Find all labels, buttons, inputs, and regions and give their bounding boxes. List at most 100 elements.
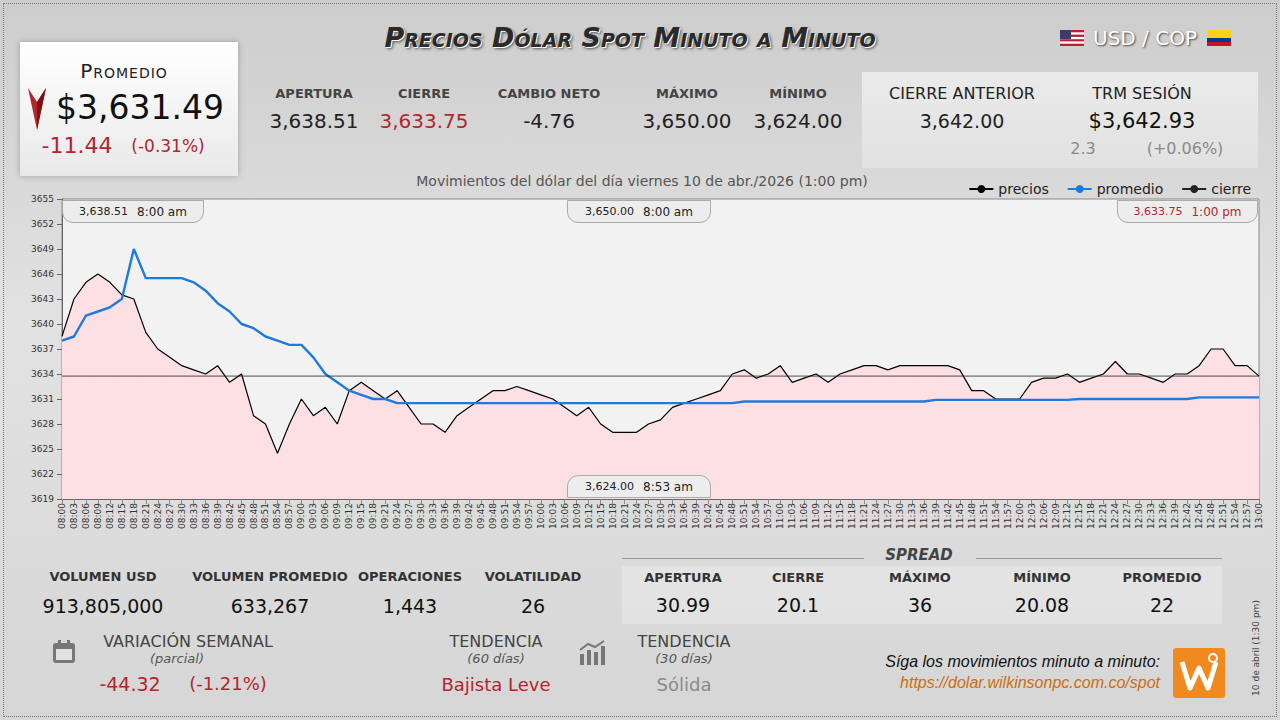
svg-text:09:24: 09:24 xyxy=(392,503,402,529)
svg-text:11:27: 11:27 xyxy=(883,503,893,529)
svg-text:13:00: 13:00 xyxy=(1254,503,1264,529)
svg-text:09:48: 09:48 xyxy=(488,503,498,529)
svg-text:12:24: 12:24 xyxy=(1110,503,1120,529)
svg-text:08:06: 08:06 xyxy=(81,503,91,529)
svg-text:12:27: 12:27 xyxy=(1122,503,1132,529)
svg-text:11:48: 11:48 xyxy=(967,503,977,529)
svg-text:3652: 3652 xyxy=(31,219,54,229)
svg-text:09:39: 09:39 xyxy=(452,503,462,529)
svg-text:12:42: 12:42 xyxy=(1182,503,1192,529)
svg-text:11:33: 11:33 xyxy=(907,503,917,529)
svg-text:10:39: 10:39 xyxy=(691,503,701,529)
svg-text:09:09: 09:09 xyxy=(332,503,342,529)
svg-text:08:30: 08:30 xyxy=(177,503,187,529)
svg-text:12:12: 12:12 xyxy=(1062,503,1072,529)
svg-text:08:15: 08:15 xyxy=(117,503,127,529)
svg-text:09:21: 09:21 xyxy=(380,503,390,529)
svg-text:promedio: promedio xyxy=(1097,181,1164,197)
svg-text:3628: 3628 xyxy=(31,419,54,429)
svg-text:08:24: 08:24 xyxy=(153,503,163,529)
svg-text:3631: 3631 xyxy=(31,394,54,404)
svg-text:12:39: 12:39 xyxy=(1170,503,1180,529)
svg-text:3622: 3622 xyxy=(31,469,54,479)
svg-text:09:57: 09:57 xyxy=(524,503,534,529)
svg-text:09:33: 09:33 xyxy=(428,503,438,529)
svg-text:08:00: 08:00 xyxy=(57,503,67,529)
svg-text:10:36: 10:36 xyxy=(679,503,689,529)
svg-text:12:30: 12:30 xyxy=(1134,503,1144,529)
svg-text:10:12: 10:12 xyxy=(584,503,594,529)
svg-text:12:48: 12:48 xyxy=(1206,503,1216,529)
svg-text:10:57: 10:57 xyxy=(763,503,773,529)
svg-text:09:45: 09:45 xyxy=(476,503,486,529)
svg-text:08:51: 08:51 xyxy=(260,503,270,529)
svg-text:09:00: 09:00 xyxy=(296,503,306,529)
svg-text:09:15: 09:15 xyxy=(356,503,366,529)
svg-text:3625: 3625 xyxy=(31,444,54,454)
svg-text:11:45: 11:45 xyxy=(955,503,965,529)
svg-text:11:15: 11:15 xyxy=(835,503,845,529)
svg-text:12:33: 12:33 xyxy=(1146,503,1156,529)
svg-text:12:36: 12:36 xyxy=(1158,503,1168,529)
svg-text:11:12: 11:12 xyxy=(823,503,833,529)
svg-text:3619: 3619 xyxy=(31,494,54,504)
svg-text:11:30: 11:30 xyxy=(895,503,905,529)
svg-text:10:03: 10:03 xyxy=(548,503,558,529)
svg-text:12:09: 12:09 xyxy=(1051,503,1061,529)
svg-text:08:33: 08:33 xyxy=(189,503,199,529)
svg-text:11:09: 11:09 xyxy=(811,503,821,529)
svg-text:10:45: 10:45 xyxy=(715,503,725,529)
svg-text:3649: 3649 xyxy=(31,244,54,254)
svg-text:10:00: 10:00 xyxy=(536,503,546,529)
svg-text:3655: 3655 xyxy=(31,194,54,204)
svg-text:12:54: 12:54 xyxy=(1230,503,1240,529)
svg-text:11:57: 11:57 xyxy=(1003,503,1013,529)
svg-text:11:54: 11:54 xyxy=(991,503,1001,529)
svg-text:12:03: 12:03 xyxy=(1027,503,1037,529)
svg-text:09:03: 09:03 xyxy=(308,503,318,529)
svg-text:09:30: 09:30 xyxy=(416,503,426,529)
svg-text:3637: 3637 xyxy=(31,344,54,354)
svg-text:cierre: cierre xyxy=(1211,181,1251,197)
svg-text:3643: 3643 xyxy=(31,294,54,304)
svg-text:11:42: 11:42 xyxy=(943,503,953,529)
svg-text:11:00: 11:00 xyxy=(775,503,785,529)
svg-text:11:51: 11:51 xyxy=(979,503,989,529)
svg-text:11:18: 11:18 xyxy=(847,503,857,529)
svg-text:09:42: 09:42 xyxy=(464,503,474,529)
svg-text:08:57: 08:57 xyxy=(284,503,294,529)
svg-text:10:15: 10:15 xyxy=(596,503,606,529)
svg-text:3646: 3646 xyxy=(31,269,54,279)
svg-text:09:06: 09:06 xyxy=(320,503,330,529)
svg-text:12:21: 12:21 xyxy=(1098,503,1108,529)
svg-text:11:06: 11:06 xyxy=(799,503,809,529)
svg-text:08:45: 08:45 xyxy=(237,503,247,529)
svg-text:08:27: 08:27 xyxy=(165,503,175,529)
svg-text:10:09: 10:09 xyxy=(572,503,582,529)
svg-text:12:57: 12:57 xyxy=(1242,503,1252,529)
svg-text:09:18: 09:18 xyxy=(368,503,378,529)
svg-text:11:39: 11:39 xyxy=(931,503,941,529)
svg-text:08:39: 08:39 xyxy=(213,503,223,529)
svg-text:10:30: 10:30 xyxy=(656,503,666,529)
svg-text:11:03: 11:03 xyxy=(787,503,797,529)
svg-text:11:21: 11:21 xyxy=(859,503,869,529)
svg-text:12:51: 12:51 xyxy=(1218,503,1228,529)
svg-text:3634: 3634 xyxy=(31,369,54,379)
svg-text:08:36: 08:36 xyxy=(201,503,211,529)
svg-text:08:12: 08:12 xyxy=(105,503,115,529)
svg-text:09:54: 09:54 xyxy=(512,503,522,529)
svg-text:08:42: 08:42 xyxy=(225,503,235,529)
svg-text:10:27: 10:27 xyxy=(644,503,654,529)
svg-text:12:00: 12:00 xyxy=(1015,503,1025,529)
svg-text:10:51: 10:51 xyxy=(739,503,749,529)
svg-text:09:36: 09:36 xyxy=(440,503,450,529)
svg-text:10:06: 10:06 xyxy=(560,503,570,529)
svg-text:10:42: 10:42 xyxy=(703,503,713,529)
svg-text:10:18: 10:18 xyxy=(608,503,618,529)
svg-text:3640: 3640 xyxy=(31,319,54,329)
svg-text:11:24: 11:24 xyxy=(871,503,881,529)
svg-text:09:12: 09:12 xyxy=(344,503,354,529)
svg-text:10:24: 10:24 xyxy=(632,503,642,529)
svg-text:08:21: 08:21 xyxy=(141,503,151,529)
